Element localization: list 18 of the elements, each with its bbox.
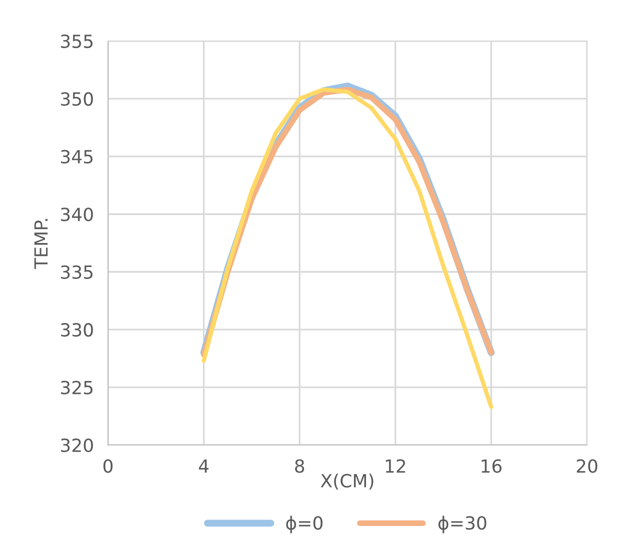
x-tick-label: 16 xyxy=(482,459,502,473)
y-axis-title: TEMP. xyxy=(34,219,48,269)
x-tick-label: 12 xyxy=(386,459,406,473)
x-tick-label: 20 xyxy=(576,459,598,473)
y-tick-label: 335 xyxy=(61,265,93,279)
y-tick-label: 325 xyxy=(61,380,93,394)
y-tick-label: 340 xyxy=(61,208,93,222)
x-tick-label: 0 xyxy=(103,459,113,473)
legend-label: ϕ=0 xyxy=(286,516,322,534)
legend-label: ϕ=30 xyxy=(438,516,486,534)
y-tick-label: 320 xyxy=(61,438,93,452)
y-tick-label: 330 xyxy=(61,323,93,337)
y-tick-label: 355 xyxy=(61,34,93,48)
x-axis-title: X(CM) xyxy=(320,474,374,490)
y-tick-label: 345 xyxy=(61,150,93,164)
x-tick-label: 4 xyxy=(198,459,209,473)
x-tick-label: 8 xyxy=(295,459,304,473)
y-tick-label: 350 xyxy=(61,92,93,106)
